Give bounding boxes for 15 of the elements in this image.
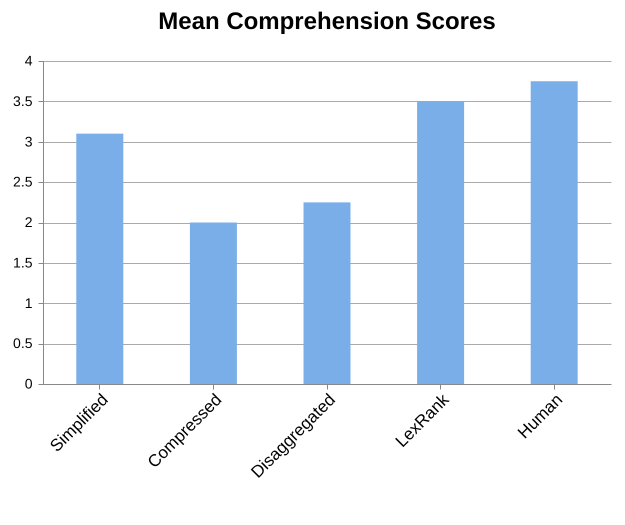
y-tick-label: 0 — [24, 376, 33, 392]
y-tick-label: 2 — [24, 214, 33, 230]
bar — [417, 101, 464, 384]
y-tick-label: 4 — [24, 52, 33, 68]
bar — [76, 134, 124, 384]
bar — [530, 81, 578, 384]
y-tick-label: 1 — [24, 294, 33, 311]
bar — [190, 222, 237, 384]
y-tick-label: 3 — [24, 133, 33, 150]
y-tick-label: 0.5 — [13, 335, 33, 352]
bar — [304, 202, 350, 384]
y-tick-label: 1.5 — [13, 254, 33, 270]
chart-title: Mean Comprehension Scores — [158, 8, 496, 35]
y-tick-label: 3.5 — [13, 92, 33, 109]
y-tick-label: 2.5 — [13, 174, 33, 190]
